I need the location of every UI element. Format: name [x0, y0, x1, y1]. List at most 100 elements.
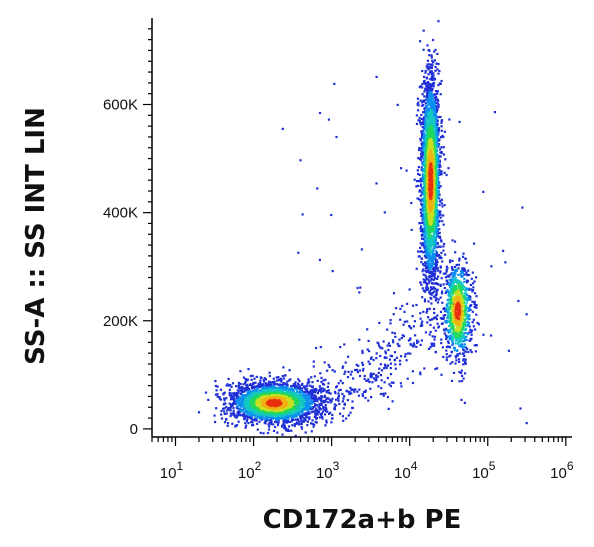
event-dot [463, 273, 466, 276]
event-dot [465, 346, 468, 349]
event-dot [255, 418, 258, 421]
event-dot [433, 335, 436, 338]
event-dot [327, 389, 330, 392]
event-dot [223, 402, 226, 405]
event-dot [422, 188, 425, 192]
event-dot [298, 398, 301, 401]
event-dot [263, 377, 266, 380]
event-dot [222, 407, 225, 410]
event-dot [312, 389, 315, 392]
event-dot [396, 342, 399, 345]
event-dot [404, 355, 407, 358]
event-dot [420, 257, 423, 260]
event-dot [430, 344, 433, 347]
event-dot [437, 72, 440, 75]
event-dot [521, 206, 524, 209]
event-dot [406, 302, 409, 305]
event-dot [421, 122, 424, 125]
event-dot [291, 391, 294, 395]
event-dot [432, 119, 435, 122]
event-dot [306, 409, 309, 412]
event-dot [473, 280, 476, 283]
event-dot [214, 384, 217, 388]
event-dot [436, 122, 439, 125]
event-dot [445, 337, 448, 340]
event-dot [430, 293, 433, 296]
event-dot [288, 379, 291, 382]
event-dot [239, 370, 242, 373]
event-dot [447, 281, 450, 284]
event-dot [433, 59, 436, 62]
event-dot [267, 428, 271, 431]
event-dot [454, 279, 457, 282]
event-dot [412, 304, 415, 307]
event-dot [419, 250, 422, 253]
event-dot [274, 425, 277, 429]
event-dot [429, 274, 432, 278]
event-dot [241, 399, 244, 402]
event-dot [436, 174, 439, 177]
event-dot [298, 415, 302, 418]
event-dot [429, 346, 432, 349]
event-dot [257, 415, 260, 418]
event-dot [465, 312, 468, 316]
event-dot [450, 278, 453, 281]
event-dot [422, 104, 425, 107]
event-dot [272, 377, 275, 380]
event-dot [264, 382, 267, 385]
event-dot [295, 413, 298, 416]
event-dot [366, 328, 369, 331]
event-dot [328, 365, 331, 368]
event-dot [419, 158, 422, 162]
event-dot [449, 314, 452, 317]
event-dot [288, 393, 291, 396]
event-dot [449, 336, 452, 339]
event-dot [435, 229, 438, 232]
event-dot [454, 362, 457, 365]
event-dot [268, 371, 271, 374]
event-dot [441, 301, 444, 304]
event-dot [347, 370, 350, 373]
event-dot [430, 245, 433, 248]
event-dot [433, 338, 436, 341]
event-dot [426, 59, 430, 62]
event-dot [315, 407, 318, 410]
event-dot [253, 377, 256, 380]
event-dot [331, 369, 334, 372]
event-dot [290, 384, 293, 388]
event-dot [253, 385, 257, 388]
event-dot [482, 190, 485, 193]
event-dot [231, 392, 234, 395]
event-dot [249, 409, 252, 412]
event-dot [354, 388, 357, 391]
event-dot [418, 86, 421, 89]
event-dot [426, 265, 429, 268]
event-dot [391, 331, 394, 334]
event-dot [458, 360, 461, 363]
event-dot [449, 300, 452, 303]
event-dot [423, 90, 426, 93]
event-dot [431, 103, 434, 106]
event-dot [427, 102, 431, 105]
event-dot [246, 396, 249, 399]
event-dot [459, 286, 462, 290]
event-dot [471, 282, 475, 285]
event-dot [426, 261, 429, 264]
event-dot [311, 422, 314, 425]
event-dot [297, 407, 300, 410]
event-dot [379, 363, 382, 366]
event-dot [450, 350, 453, 353]
event-dot [427, 137, 431, 140]
event-dot [525, 313, 528, 316]
event-dot [457, 338, 461, 341]
event-dot [309, 400, 312, 404]
event-dot [261, 388, 264, 391]
event-dot [420, 214, 423, 217]
event-dot [420, 179, 423, 183]
event-dot [440, 125, 443, 128]
event-dot [429, 318, 432, 322]
event-dot [232, 396, 235, 399]
event-dot [346, 376, 350, 379]
event-dot [417, 157, 420, 160]
event-dot [469, 337, 472, 341]
